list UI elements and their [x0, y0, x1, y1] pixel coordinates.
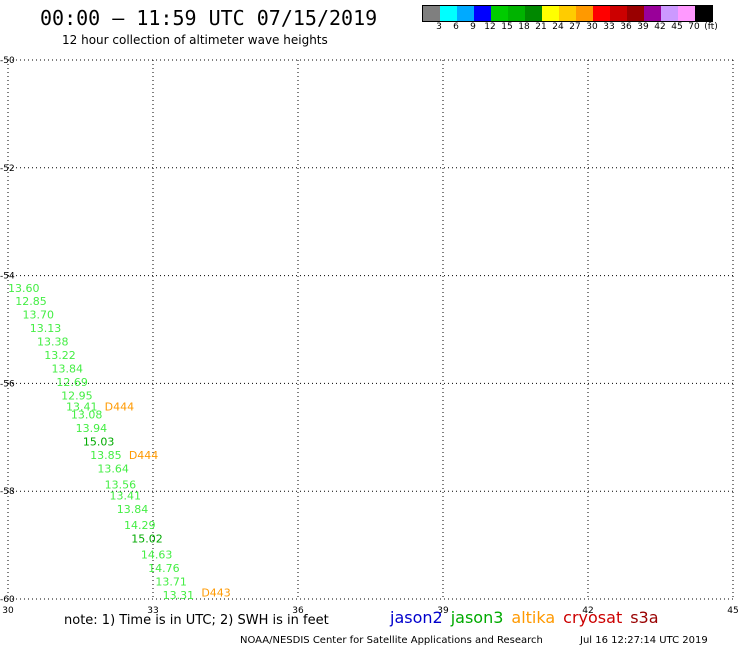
legend-entry: jason2	[390, 608, 443, 627]
color-scale-label: 36	[620, 22, 632, 32]
x-tick-label: 45	[727, 606, 738, 616]
x-tick-label: 42	[582, 606, 593, 616]
color-scale-label: 42	[654, 22, 666, 32]
y-tick-label: -58	[0, 487, 15, 497]
wave-height-label: 13.85	[90, 449, 122, 462]
wave-height-label: 15.03	[83, 435, 115, 448]
wave-height-label: 13.41	[66, 400, 98, 413]
wave-height-label: 12.85	[15, 295, 47, 308]
page-subtitle: 12 hour collection of altimeter wave hei…	[62, 33, 328, 47]
x-tick-label: 36	[292, 606, 304, 616]
color-scale-label: 6	[453, 22, 459, 32]
wave-height-label: D444	[129, 449, 158, 462]
wave-height-label: 15.02	[131, 532, 163, 545]
x-tick-label: 39	[437, 606, 449, 616]
color-scale-swatch	[525, 6, 542, 21]
y-tick-label: -54	[0, 272, 15, 282]
color-scale-bar	[422, 5, 713, 22]
wave-height-label: 13.31	[163, 589, 195, 602]
color-scale-swatch	[559, 6, 576, 21]
wave-height-label: 14.76	[148, 562, 180, 575]
color-scale-swatch	[576, 6, 593, 21]
wave-height-label: 13.13	[30, 322, 62, 335]
legend-entry: jason3	[450, 608, 504, 627]
color-scale-label: 21	[535, 22, 547, 32]
color-scale-label: 39	[637, 22, 649, 32]
color-scale-label: 45	[671, 22, 683, 32]
wave-height-label: 14.63	[141, 549, 173, 562]
legend-entry: altika	[511, 608, 556, 627]
color-scale-swatch	[491, 6, 508, 21]
footer-note: note: 1) Time is in UTC; 2) SWH is in fe…	[64, 613, 329, 628]
y-tick-label: -60	[0, 595, 15, 605]
y-tick-label: -50	[0, 56, 15, 66]
wave-height-label: D443	[201, 586, 230, 599]
legend-entry: cryosat	[563, 608, 623, 627]
color-scale-swatch	[627, 6, 644, 21]
generated-timestamp: Jul 16 12:27:14 UTC 2019	[580, 635, 708, 646]
color-scale-swatch	[508, 6, 525, 21]
color-scale-label: 33	[603, 22, 615, 32]
color-scale-swatch	[542, 6, 559, 21]
color-scale-swatch	[610, 6, 627, 21]
color-scale-swatch	[457, 6, 474, 21]
color-scale-swatch	[678, 6, 695, 21]
color-scale-swatch	[423, 6, 440, 21]
wave-height-label: 13.64	[97, 462, 128, 475]
wave-height-label: 13.84	[117, 503, 149, 516]
color-scale-label: 12	[484, 22, 496, 32]
page-title: 00:00 – 11:59 UTC 07/15/2019	[40, 6, 378, 30]
wave-height-label: 13.70	[23, 309, 55, 322]
credit-line: NOAA/NESDIS Center for Satellite Applica…	[240, 635, 543, 646]
wave-height-label: 13.56	[105, 479, 136, 492]
wave-height-label: 13.84	[52, 363, 84, 376]
color-scale-label: 27	[569, 22, 581, 32]
color-scale-label: 3	[436, 22, 442, 32]
color-scale-label: 24	[552, 22, 564, 32]
legend-entry: s3a	[630, 608, 659, 627]
color-scale-swatch	[440, 6, 457, 21]
x-tick-label: 30	[2, 606, 14, 616]
wave-height-label: 13.41	[110, 489, 142, 502]
wave-height-label: 13.22	[44, 349, 76, 362]
color-scale-swatch	[474, 6, 491, 21]
wave-height-label: 13.60	[8, 282, 40, 295]
color-scale-label: 15	[501, 22, 513, 32]
wave-height-label: 13.08	[71, 408, 103, 421]
color-scale-swatch	[593, 6, 610, 21]
wave-height-label: 12.69	[56, 376, 87, 389]
y-tick-label: -56	[0, 379, 15, 389]
satellite-legend: jason2 jason3 altika cryosat s3a	[390, 608, 667, 627]
wave-height-label: 13.38	[37, 336, 69, 349]
wave-height-label: 14.29	[124, 519, 156, 532]
color-scale-label: 18	[518, 22, 530, 32]
wave-height-label: 13.71	[155, 576, 187, 589]
wave-height-label: 13.94	[76, 422, 108, 435]
color-scale-label: 30	[586, 22, 598, 32]
x-tick-label: 33	[147, 606, 158, 616]
wave-height-label: 12.95	[61, 390, 93, 403]
color-scale-label: 70	[688, 22, 700, 32]
color-scale-label: 9	[470, 22, 476, 32]
color-scale-label: (ft)	[704, 22, 718, 32]
color-scale-swatch	[644, 6, 661, 21]
wave-height-label: D444	[105, 400, 134, 413]
color-scale-swatch	[661, 6, 678, 21]
color-scale-swatch	[695, 6, 712, 21]
y-tick-label: -52	[0, 164, 15, 174]
